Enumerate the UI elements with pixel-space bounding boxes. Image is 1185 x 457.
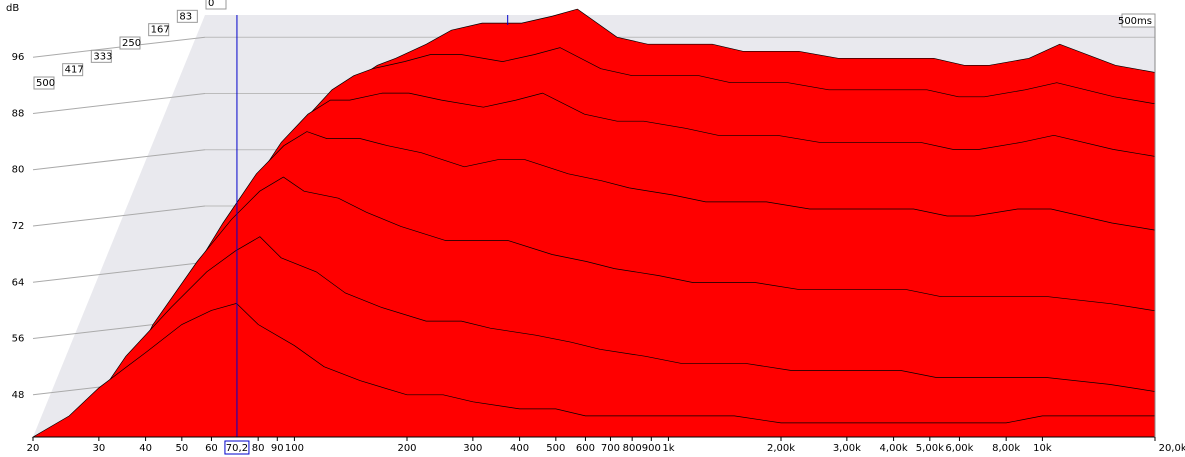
x-tick-label: 500 [546,443,565,454]
time-label-box [33,76,55,90]
x-tick-label: 1k [662,443,674,454]
time-label-box [62,63,84,77]
time-label: 333 [93,51,112,62]
x-tick-label: 5,00k [916,443,944,454]
x-tick-label: 80 [252,443,265,454]
x-tick-label: 800 [623,443,642,454]
x-tick-label: 4,00k [880,443,908,454]
x-tick-label: 20,0kHz [1159,443,1185,454]
time-label: 417 [65,65,84,76]
x-tick-label: 50 [175,443,188,454]
y-tick-label: 88 [12,108,25,119]
x-tick-label: 900 [642,443,661,454]
slices [31,8,1156,438]
cursor-label-box [224,440,250,455]
x-tick-label: 400 [510,443,529,454]
time-axis-label: 500ms [1118,16,1152,27]
y-tick-label: 48 [12,390,25,401]
x-tick-label: 200 [397,443,416,454]
slice [31,303,1156,438]
time-label-box [148,23,170,37]
x-tick-label: 10k [1033,443,1052,454]
time-label: 83 [179,11,192,22]
grid-line [32,261,206,283]
grid-line [32,36,206,58]
x-tick-label: 6,00k [945,443,973,454]
x-tick-label: 30 [92,443,105,454]
x-tick-label: 3,00k [833,443,861,454]
overlay: 0 83 167 250 333 417 500 [32,0,1156,455]
cursor-label: 70,2 [226,443,248,454]
y-unit-label: dB [6,3,19,14]
x-tick-label: 600 [576,443,595,454]
grid-line [32,92,206,114]
y-tick-label: 64 [12,277,25,288]
x-tick-label: 60 [205,443,218,454]
y-tick-label: 96 [12,52,25,63]
time-label-box [176,9,198,23]
y-tick-label: 72 [12,221,25,232]
time-label: 167 [151,25,170,36]
time-label-box [90,49,112,63]
x-tick-label: 300 [463,443,482,454]
x-tick-label: 100 [285,443,304,454]
x-tick-label: 40 [139,443,152,454]
x-tick-label: 2,00k [767,443,795,454]
time-label: 500 [36,78,55,89]
time-axis-box [1121,13,1156,28]
x-tick-label: 8,00k [992,443,1020,454]
grid-line [32,149,206,171]
grid-line [32,205,206,227]
x-tick-label: 20 [27,443,40,454]
x-tick-label: 700 [601,443,620,454]
x-tick-label: 90 [271,443,284,454]
time-label: 250 [122,38,141,49]
y-tick-label: 80 [12,165,25,176]
y-tick-label: 56 [12,334,25,345]
time-label-box [205,0,227,10]
time-label: 0 [208,0,214,9]
time-label-box [119,36,141,50]
